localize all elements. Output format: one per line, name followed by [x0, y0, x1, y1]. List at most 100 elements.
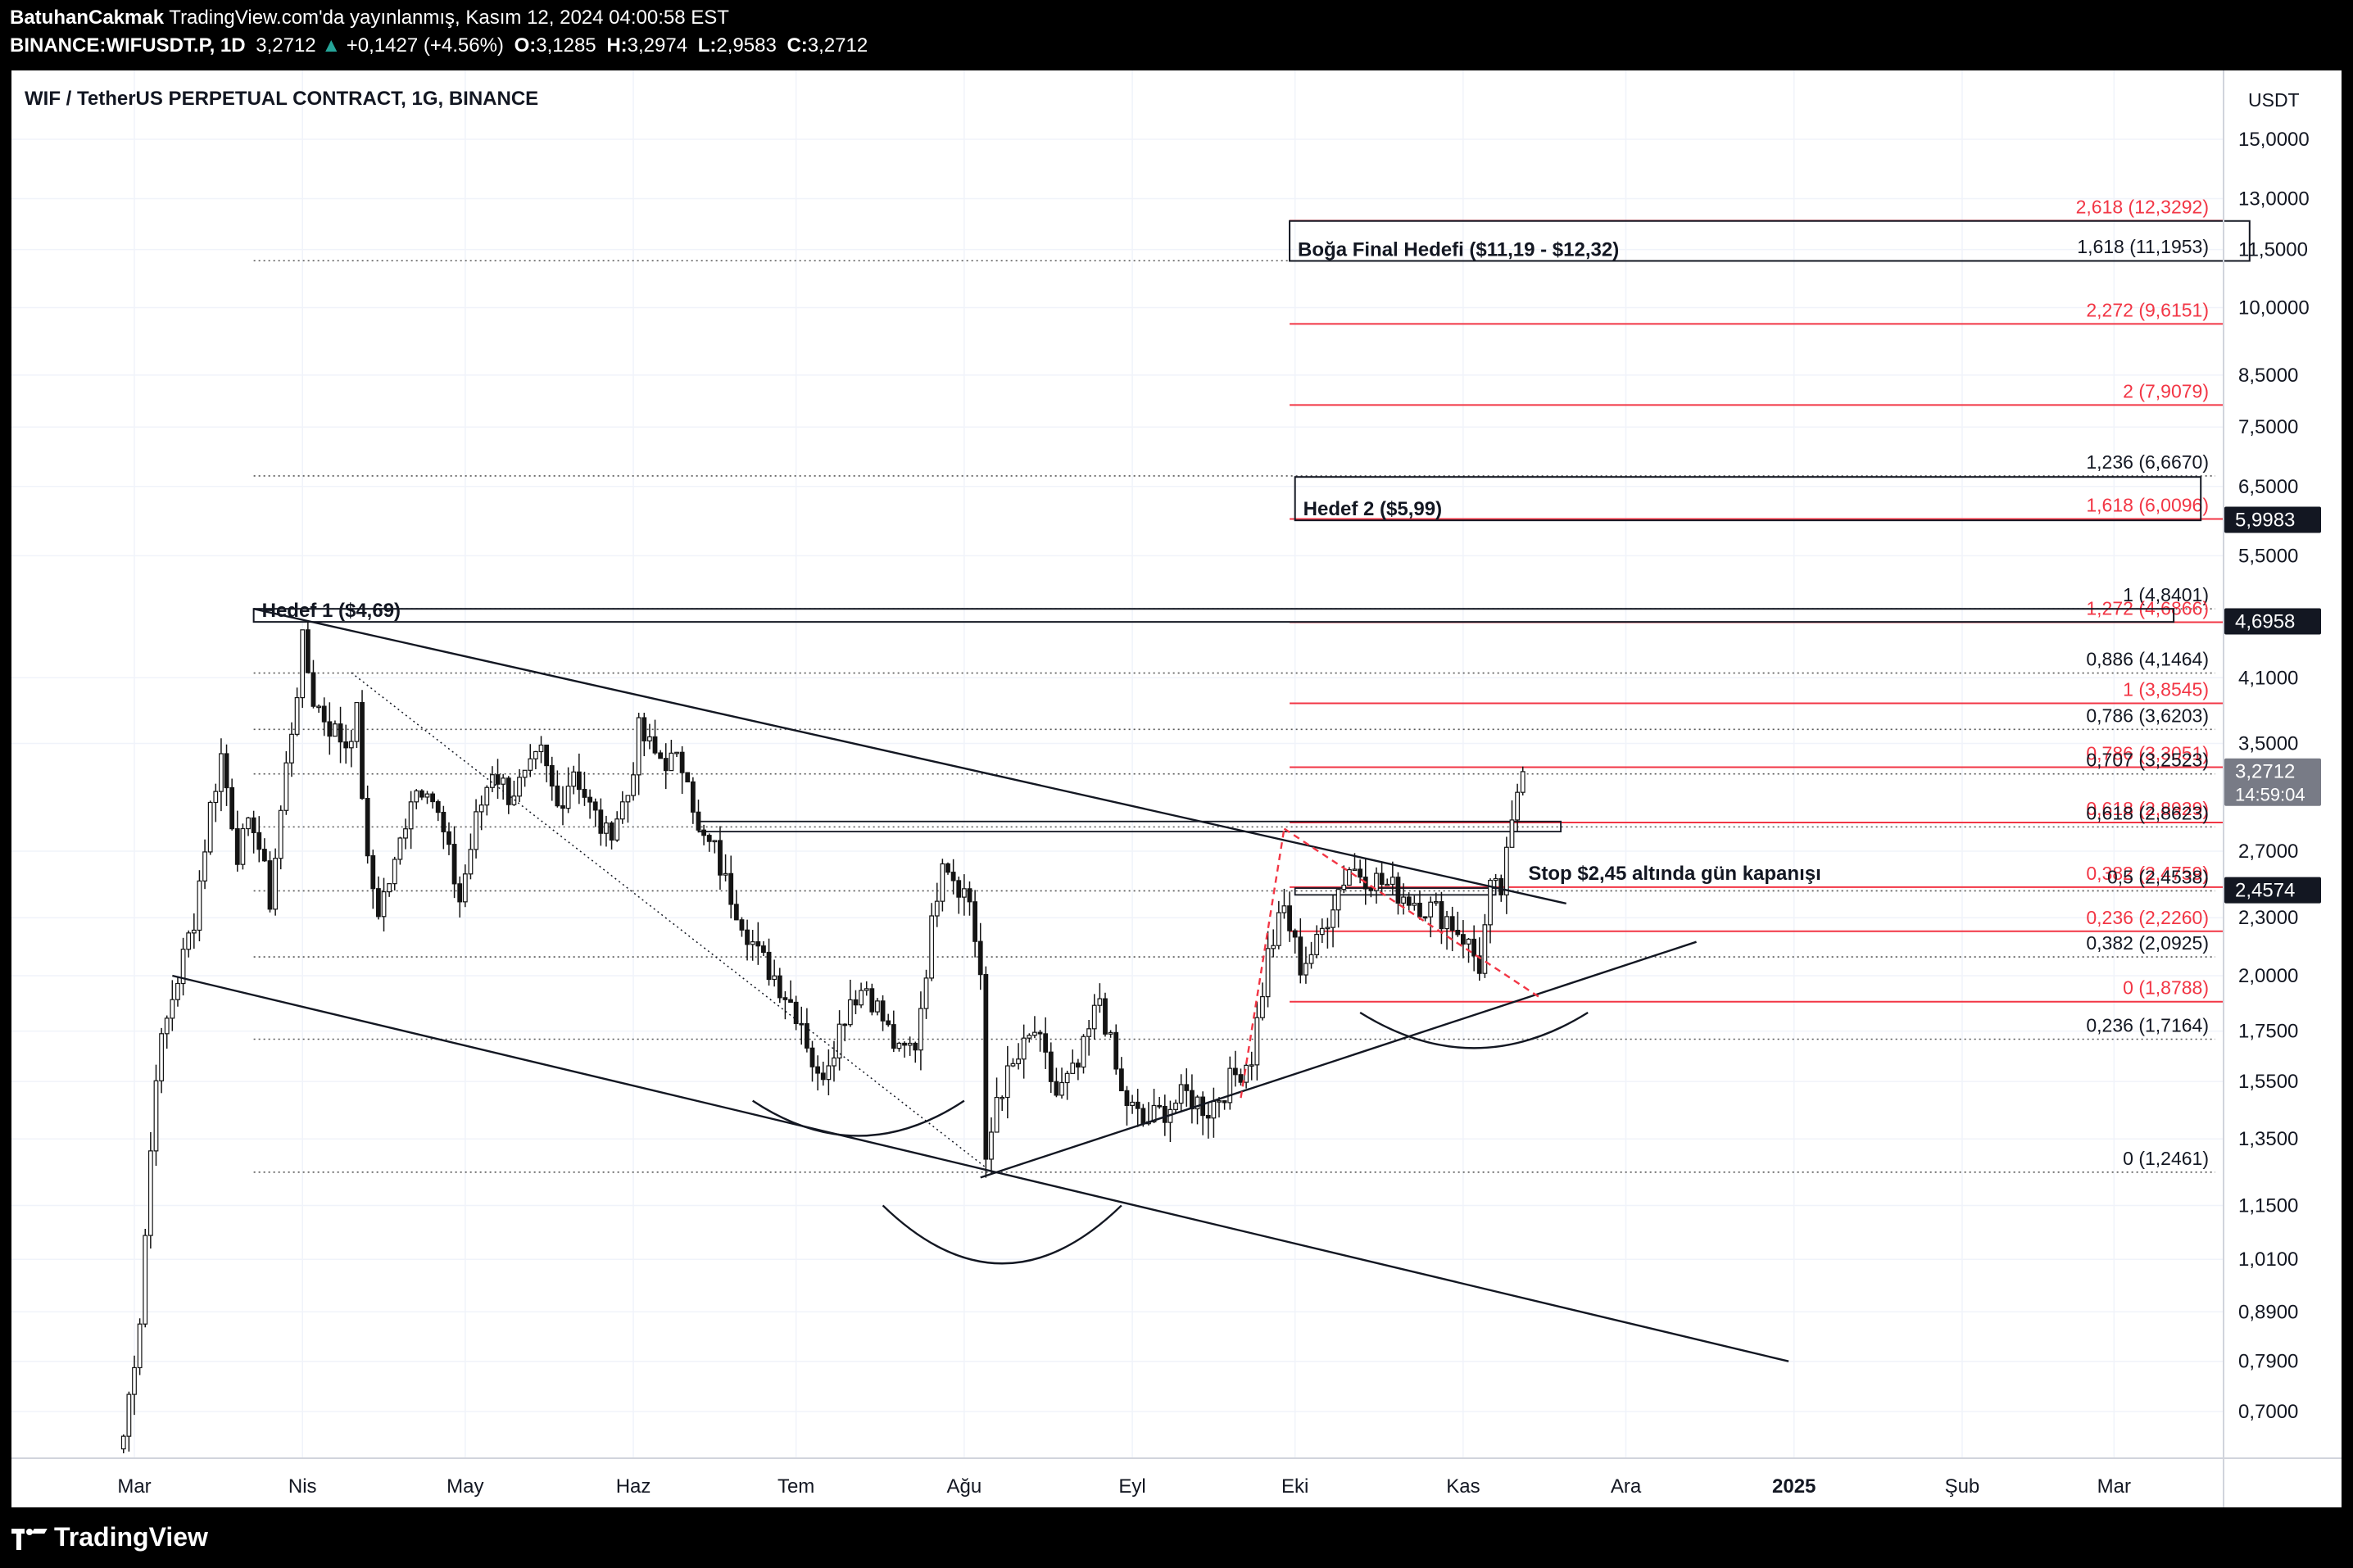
- candle[interactable]: [587, 789, 592, 819]
- candle[interactable]: [592, 798, 598, 827]
- candle[interactable]: [875, 998, 880, 1016]
- pattern-arc[interactable]: [1359, 1012, 1589, 1049]
- candle[interactable]: [1178, 1074, 1184, 1113]
- candle[interactable]: [745, 919, 750, 961]
- candle[interactable]: [511, 780, 517, 806]
- candle[interactable]: [1162, 1094, 1167, 1136]
- candle[interactable]: [685, 772, 691, 783]
- candle[interactable]: [170, 980, 175, 1031]
- candle[interactable]: [1113, 1024, 1119, 1075]
- candle[interactable]: [609, 821, 614, 850]
- candle[interactable]: [859, 982, 864, 1008]
- candle[interactable]: [517, 768, 522, 803]
- candle[interactable]: [723, 854, 728, 881]
- candle[interactable]: [261, 838, 267, 863]
- candle[interactable]: [197, 870, 202, 941]
- candle[interactable]: [447, 822, 451, 855]
- candle[interactable]: [159, 1027, 165, 1094]
- neckline-zone[interactable]: [1294, 887, 1497, 896]
- candle[interactable]: [147, 1132, 153, 1249]
- candle[interactable]: [1374, 867, 1379, 904]
- candle[interactable]: [343, 724, 349, 764]
- candle[interactable]: [120, 1434, 126, 1453]
- candle[interactable]: [1016, 1043, 1021, 1070]
- candle[interactable]: [1135, 1089, 1140, 1127]
- candle[interactable]: [180, 937, 186, 996]
- author-name[interactable]: BatuhanCakmak: [10, 7, 165, 29]
- candle[interactable]: [316, 704, 321, 713]
- candle[interactable]: [132, 1355, 137, 1416]
- candle[interactable]: [777, 968, 782, 1004]
- candle[interactable]: [571, 765, 577, 795]
- candle[interactable]: [522, 769, 528, 787]
- candle[interactable]: [913, 1041, 918, 1063]
- candle[interactable]: [891, 1010, 896, 1053]
- candle[interactable]: [896, 1041, 902, 1052]
- candle[interactable]: [918, 991, 923, 1071]
- candle[interactable]: [1417, 890, 1422, 920]
- brand[interactable]: TradingView: [11, 1522, 208, 1552]
- candle[interactable]: [202, 839, 207, 890]
- candle[interactable]: [782, 991, 788, 1020]
- candle[interactable]: [1476, 937, 1482, 981]
- candle[interactable]: [327, 702, 333, 755]
- candle[interactable]: [1064, 1070, 1070, 1100]
- candle[interactable]: [430, 791, 435, 809]
- candle[interactable]: [967, 881, 972, 916]
- candle[interactable]: [950, 859, 956, 895]
- pattern-arc[interactable]: [882, 1204, 1122, 1265]
- target-box[interactable]: [1289, 220, 2251, 262]
- candle[interactable]: [636, 713, 642, 795]
- candle[interactable]: [956, 877, 962, 914]
- candle[interactable]: [788, 980, 793, 1004]
- candle[interactable]: [213, 783, 219, 823]
- candle[interactable]: [728, 855, 734, 919]
- candle[interactable]: [219, 738, 224, 812]
- candle[interactable]: [604, 815, 609, 847]
- candle[interactable]: [137, 1318, 143, 1375]
- candle[interactable]: [940, 859, 945, 912]
- candle[interactable]: [251, 810, 256, 854]
- candle[interactable]: [1412, 895, 1417, 911]
- candle[interactable]: [381, 877, 387, 931]
- candle[interactable]: [1254, 1002, 1260, 1081]
- candle[interactable]: [1054, 1067, 1059, 1098]
- candle[interactable]: [246, 817, 251, 836]
- candle[interactable]: [538, 736, 544, 764]
- candle[interactable]: [506, 776, 511, 814]
- candle[interactable]: [1059, 1067, 1064, 1099]
- candle[interactable]: [1124, 1085, 1130, 1126]
- candle[interactable]: [1395, 872, 1401, 915]
- candle[interactable]: [229, 778, 235, 831]
- candle[interactable]: [376, 876, 381, 920]
- candle[interactable]: [679, 745, 685, 795]
- candle[interactable]: [240, 823, 246, 870]
- candle[interactable]: [847, 979, 853, 1027]
- candle[interactable]: [934, 882, 940, 927]
- candle[interactable]: [338, 706, 343, 764]
- candle[interactable]: [1433, 892, 1439, 906]
- candle[interactable]: [1358, 859, 1363, 884]
- candle[interactable]: [1037, 1030, 1043, 1052]
- candle[interactable]: [1043, 1017, 1049, 1069]
- candle[interactable]: [1265, 931, 1271, 1008]
- candle[interactable]: [1385, 878, 1390, 886]
- candle[interactable]: [1449, 906, 1455, 952]
- candle[interactable]: [560, 786, 565, 826]
- candle[interactable]: [354, 701, 360, 749]
- candle[interactable]: [1091, 994, 1097, 1040]
- candle[interactable]: [1238, 1068, 1244, 1086]
- candle[interactable]: [484, 785, 490, 816]
- candle[interactable]: [457, 876, 463, 918]
- candle[interactable]: [755, 922, 761, 965]
- candle[interactable]: [972, 890, 978, 958]
- candle[interactable]: [842, 1023, 848, 1042]
- candle[interactable]: [387, 883, 392, 897]
- candle[interactable]: [549, 756, 555, 801]
- candle[interactable]: [994, 1077, 1000, 1133]
- candle[interactable]: [1108, 1030, 1113, 1038]
- candle[interactable]: [989, 1117, 994, 1175]
- candle[interactable]: [1157, 1096, 1163, 1109]
- candle[interactable]: [333, 720, 338, 737]
- time-axis[interactable]: Mar Nis May Haz Tem Ağu Eyl Eki Kas Ara 2025 Şub Mar: [117, 1475, 2131, 1498]
